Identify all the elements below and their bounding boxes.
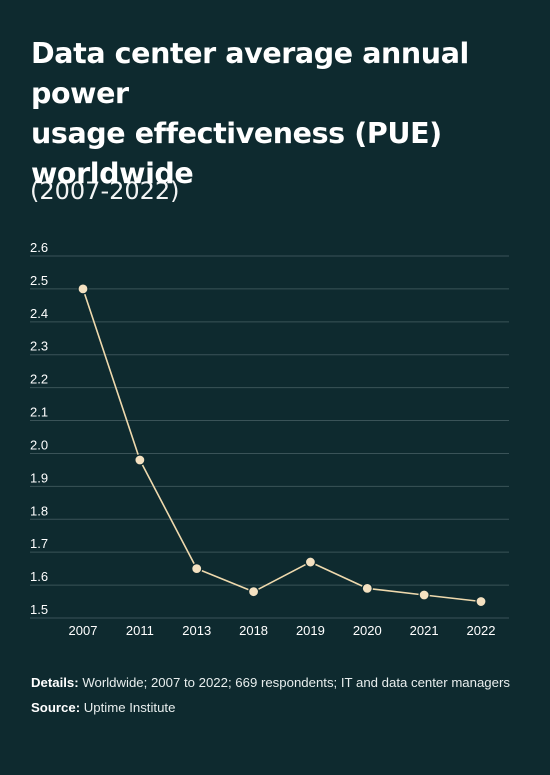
y-tick-label: 2.6 [30, 240, 48, 255]
details-label: Details: [31, 675, 79, 690]
y-axis-ticks: 1.5 1.6 1.7 1.8 1.9 2.0 2.1 2.2 2.3 2.4 2.5 2.6 [30, 240, 48, 617]
series-line-group [82, 288, 482, 603]
series-line [82, 288, 482, 603]
data-point [247, 586, 260, 598]
x-tick-label: 2011 [126, 623, 154, 638]
data-point [304, 556, 317, 568]
x-tick-label: 2013 [182, 623, 211, 638]
data-point [418, 589, 430, 601]
data-point [361, 582, 373, 594]
y-tick-label: 1.9 [30, 470, 48, 485]
x-tick-label: 2022 [467, 623, 496, 638]
x-tick-label: 2020 [353, 623, 382, 638]
data-point [475, 595, 487, 608]
data-point [134, 454, 146, 466]
x-tick-label: 2018 [239, 623, 268, 638]
y-tick-label: 1.6 [30, 569, 48, 584]
y-tick-label: 2.0 [30, 437, 48, 452]
y-tick-label: 1.5 [30, 602, 48, 617]
data-point [191, 563, 203, 575]
x-axis-ticks: 2007 2011 2013 2018 2019 2020 2021 2022 [69, 623, 496, 638]
details-text: Worldwide; 2007 to 2022; 669 respondents… [82, 675, 510, 690]
y-tick-label: 1.7 [30, 536, 48, 551]
gridlines [30, 255, 509, 619]
details-row: Details: Worldwide; 2007 to 2022; 669 re… [31, 670, 521, 695]
chart-footer: Details: Worldwide; 2007 to 2022; 669 re… [31, 670, 521, 720]
series-markers [77, 283, 487, 608]
source-label: Source: [31, 700, 81, 715]
data-point [77, 283, 89, 295]
x-tick-label: 2007 [69, 623, 98, 638]
y-tick-label: 2.2 [30, 372, 48, 387]
y-tick-label: 2.5 [30, 273, 48, 288]
source-row: Source: Uptime Institute [31, 695, 521, 720]
title-line-2: usage effectiveness (PUE) [31, 117, 442, 150]
title-line-1: Data center average annual power [31, 37, 469, 110]
y-tick-label: 2.3 [30, 339, 48, 354]
source-text: Uptime Institute [83, 700, 176, 715]
title-line-3: worldwide [31, 157, 194, 190]
y-tick-label: 2.4 [30, 306, 48, 321]
x-tick-label: 2021 [410, 623, 439, 638]
chart-title: Data center average annual power usage e… [31, 34, 536, 194]
y-tick-label: 1.8 [30, 503, 48, 518]
chart-subtitle: (2007-2022) [30, 177, 180, 205]
x-tick-label: 2019 [296, 623, 325, 638]
y-tick-label: 2.1 [30, 405, 48, 420]
